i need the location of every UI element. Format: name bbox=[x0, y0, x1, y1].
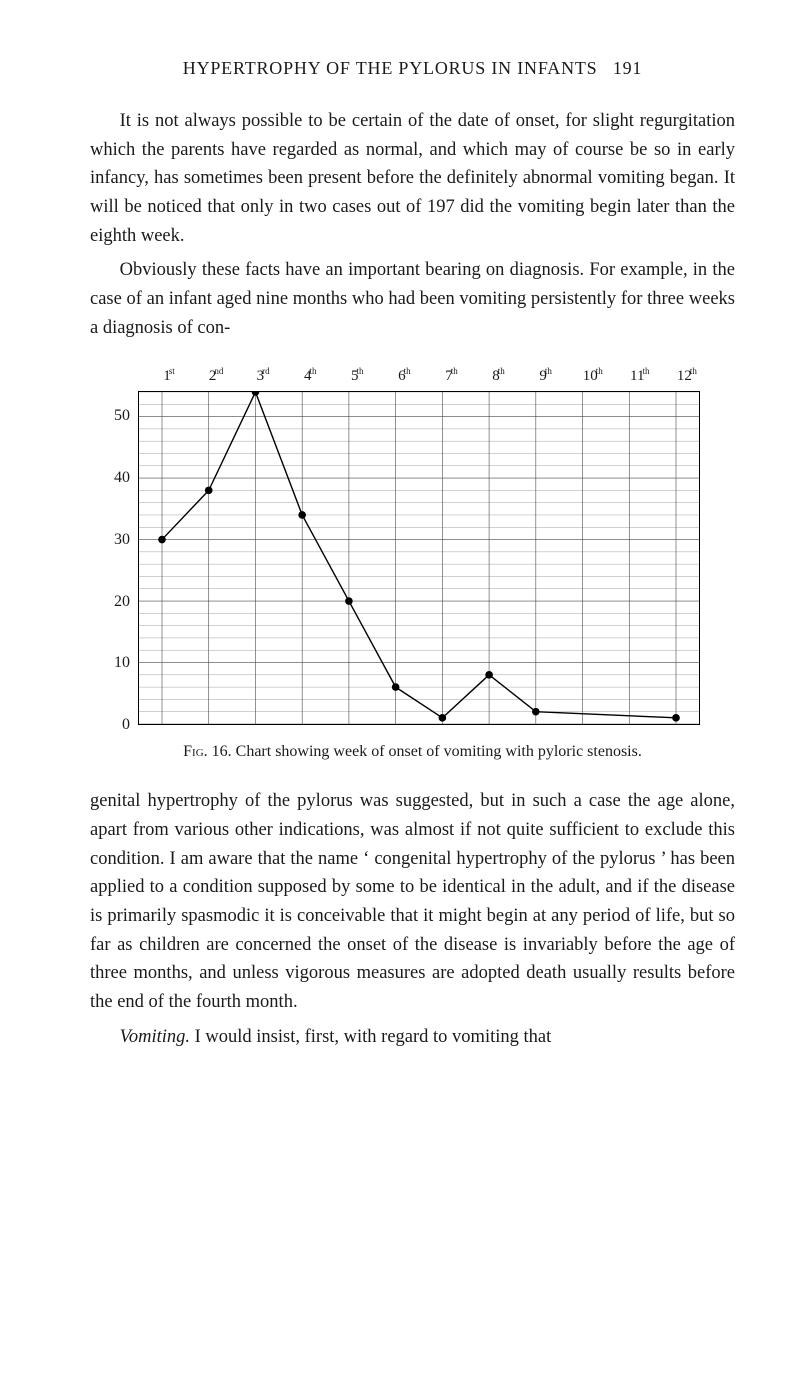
paragraph-4-rest: I would insist, first, with regard to vo… bbox=[195, 1027, 552, 1047]
y-axis-labels: 50403020100 bbox=[98, 391, 138, 725]
running-head: HYPERTROPHY OF THE PYLORUS IN INFANTS 19… bbox=[90, 58, 735, 79]
plot-area bbox=[138, 391, 700, 725]
paragraph-1: It is not always possible to be certain … bbox=[90, 107, 735, 250]
x-tick-6: 6th bbox=[381, 366, 427, 385]
page-title: HYPERTROPHY OF THE PYLORUS IN INFANTS bbox=[183, 58, 598, 78]
x-tick-4: 4th bbox=[287, 366, 333, 385]
paragraph-3: genital hypertrophy of the pylorus was s… bbox=[90, 787, 735, 1016]
onset-chart: 1st2nd3rd4th5th6th7th8th9th10th11th12th … bbox=[98, 366, 735, 725]
x-tick-1: 1st bbox=[146, 366, 192, 385]
x-axis-labels: 1st2nd3rd4th5th6th7th8th9th10th11th12th bbox=[98, 366, 710, 391]
x-tick-9: 9th bbox=[523, 366, 569, 385]
x-tick-2: 2nd bbox=[193, 366, 239, 385]
paragraph-4-lead: Vomiting. bbox=[120, 1027, 190, 1047]
x-tick-10: 10th bbox=[570, 366, 616, 385]
page-number: 191 bbox=[613, 58, 642, 79]
x-tick-11: 11th bbox=[617, 366, 663, 385]
x-tick-12: 12th bbox=[664, 366, 710, 385]
x-tick-8: 8th bbox=[476, 366, 522, 385]
x-tick-3: 3rd bbox=[240, 366, 286, 385]
line-chart-svg bbox=[139, 392, 699, 724]
x-tick-5: 5th bbox=[334, 366, 380, 385]
paragraph-2: Obviously these facts have an important … bbox=[90, 256, 735, 342]
x-tick-7: 7th bbox=[428, 366, 474, 385]
figure-caption: Fig. 16. Chart showing week of onset of … bbox=[90, 743, 735, 761]
page: HYPERTROPHY OF THE PYLORUS IN INFANTS 19… bbox=[0, 0, 801, 1376]
paragraph-4: Vomiting. I would insist, first, with re… bbox=[90, 1023, 735, 1052]
figure-number: Fig. 16. bbox=[183, 743, 232, 760]
figure-caption-text: Chart showing week of onset of vomiting … bbox=[236, 743, 642, 760]
